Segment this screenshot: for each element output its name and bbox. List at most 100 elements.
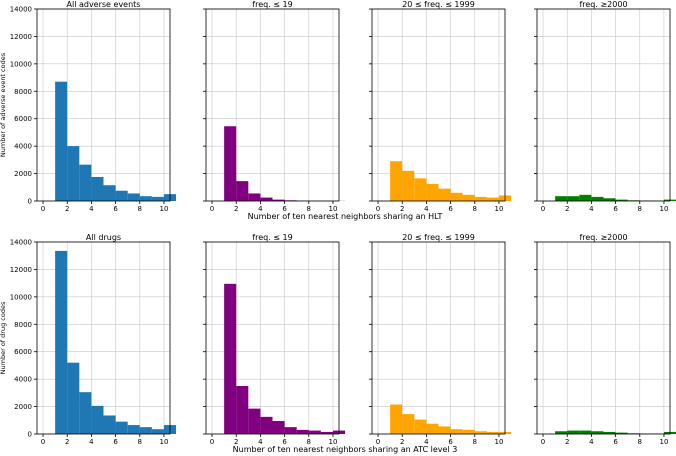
bar — [591, 196, 604, 201]
x-tick-label: 4 — [589, 438, 594, 446]
bar — [127, 193, 140, 201]
bar — [260, 197, 273, 201]
bar — [224, 126, 237, 201]
x-tick-label: 6 — [113, 205, 118, 213]
x-tick-label: 10 — [159, 205, 168, 213]
x-tick-label: 0 — [541, 438, 545, 446]
bar — [450, 429, 463, 434]
x-tick-label: 0 — [210, 438, 214, 446]
x-tick-label: 0 — [541, 205, 545, 213]
x-tick-label: 6 — [448, 205, 453, 213]
y-axis-label: Number of adverse event codes — [0, 52, 7, 157]
panel-1-2: 0 2 4 6 8 10 freq. ≤ 19 — [203, 0, 346, 213]
bar — [115, 190, 128, 201]
row2-xlabel: Number of ten nearest neighbors sharing … — [233, 445, 458, 454]
bar — [272, 199, 285, 201]
x-tick-label: 6 — [282, 438, 287, 446]
bar — [615, 432, 628, 434]
x-tick-label: 8 — [638, 205, 642, 213]
bar — [615, 199, 628, 201]
x-tick-label: 4 — [589, 205, 594, 213]
x-tick-label: 6 — [613, 205, 618, 213]
panel-title: freq. ≥2000 — [579, 0, 627, 9]
panel-1-1: 0 2 4 6 8 10 0 2000 4000 6000 8000 10000 12000 14000 A… — [0, 0, 177, 213]
panel-title: freq. ≤ 19 — [252, 233, 292, 242]
panel-2-4: 0 2 4 6 8 10 freq. ≥2000 — [534, 233, 676, 446]
bar — [555, 196, 568, 201]
bar — [151, 429, 164, 434]
y-tick-label: 4000 — [14, 376, 32, 384]
y-tick-label: 12000 — [10, 266, 32, 274]
y-tick-label: 10000 — [10, 293, 32, 301]
x-tick-label: 8 — [473, 205, 477, 213]
x-tick-label: 10 — [494, 438, 503, 446]
bar — [390, 404, 403, 434]
bar — [414, 178, 427, 201]
x-tick-label: 8 — [307, 205, 311, 213]
bar — [67, 362, 80, 434]
bar — [103, 415, 116, 434]
bar — [462, 429, 475, 434]
y-tick-label: 4000 — [14, 143, 32, 151]
bar — [486, 431, 499, 434]
panel-2-3: 0 2 4 6 8 10 20 ≤ freq. ≤ 1999 — [369, 233, 512, 446]
bar — [260, 416, 273, 434]
x-tick-label: 0 — [376, 205, 380, 213]
axes-frame — [205, 241, 340, 435]
bar — [426, 423, 439, 434]
bar — [402, 414, 415, 434]
bar — [486, 197, 499, 201]
bar — [603, 198, 616, 201]
y-tick-label: 12000 — [10, 33, 32, 41]
bar — [139, 427, 152, 434]
bar — [555, 431, 568, 434]
x-tick-label: 2 — [234, 205, 238, 213]
panel-title: freq. ≤ 19 — [252, 0, 292, 9]
bar — [79, 164, 92, 201]
y-tick-label: 10000 — [10, 60, 32, 68]
bar — [579, 194, 592, 201]
panel-title: All adverse events — [67, 0, 141, 9]
x-tick-label: 10 — [659, 438, 668, 446]
y-tick-label: 14000 — [10, 6, 32, 14]
panel-title: 20 ≤ freq. ≤ 1999 — [402, 233, 475, 242]
panel-1-4: 0 2 4 6 8 10 freq. ≥2000 — [534, 0, 676, 213]
bar — [474, 196, 487, 201]
x-tick-label: 6 — [113, 438, 118, 446]
bar — [236, 386, 249, 434]
bar — [579, 430, 592, 434]
bar — [115, 421, 128, 434]
x-tick-label: 2 — [400, 205, 404, 213]
bar — [79, 392, 92, 434]
bar — [67, 146, 80, 201]
axes-frame — [205, 8, 340, 202]
x-tick-label: 8 — [307, 438, 311, 446]
bar — [414, 419, 427, 434]
bar — [151, 196, 164, 201]
x-tick-label: 6 — [282, 205, 287, 213]
bar — [284, 427, 297, 434]
x-tick-label: 4 — [258, 438, 263, 446]
y-tick-label: 2000 — [14, 170, 32, 178]
axes-frame — [371, 8, 506, 202]
bar — [127, 425, 140, 434]
bar — [236, 181, 249, 201]
bar — [462, 194, 475, 201]
bar — [402, 170, 415, 201]
x-tick-label: 2 — [65, 438, 69, 446]
panel-title: freq. ≥2000 — [579, 233, 627, 242]
x-tick-label: 4 — [258, 205, 263, 213]
bar — [55, 250, 68, 434]
bar — [450, 192, 463, 201]
x-tick-label: 4 — [424, 205, 429, 213]
x-tick-label: 4 — [89, 205, 94, 213]
bar — [603, 431, 616, 434]
panel-1-3: 0 2 4 6 8 10 20 ≤ freq. ≤ 1999 — [369, 0, 512, 213]
panel-title: All drugs — [86, 233, 121, 242]
x-tick-label: 8 — [638, 438, 642, 446]
bar — [224, 283, 237, 434]
axes-frame — [36, 8, 171, 202]
x-tick-label: 6 — [448, 438, 453, 446]
x-tick-label: 0 — [41, 438, 45, 446]
